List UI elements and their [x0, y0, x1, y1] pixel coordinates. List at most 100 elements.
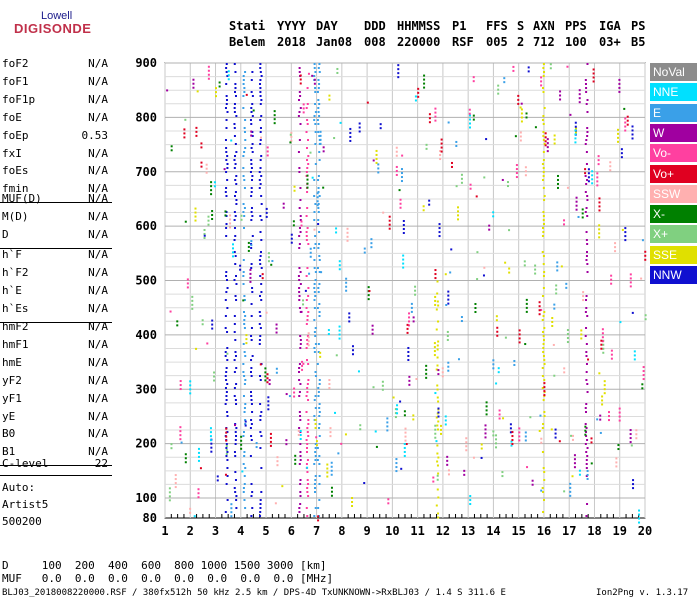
trace-dot — [225, 63, 228, 65]
noise-dot — [293, 391, 296, 394]
trace-dot — [542, 491, 545, 493]
param-label: foEs — [2, 164, 29, 178]
y-tick-label: 600 — [135, 219, 157, 233]
noise-dot — [591, 178, 594, 181]
noise-dot — [474, 303, 477, 306]
trace-dot — [233, 63, 236, 65]
trace-dot — [299, 283, 302, 285]
noise-dot — [641, 239, 644, 242]
noise-dot — [496, 326, 499, 329]
trace-dot — [243, 91, 246, 93]
trace-dot — [258, 375, 261, 377]
trace-dot — [585, 427, 588, 429]
noise-dot — [240, 443, 243, 446]
noise-dot — [584, 425, 587, 428]
trace-dot — [225, 447, 228, 449]
trace-dot — [298, 139, 301, 141]
noise-dot — [497, 371, 500, 374]
trace-dot — [225, 95, 228, 97]
trace-dot — [233, 251, 236, 253]
noise-dot — [300, 224, 303, 227]
trace-dot — [233, 387, 236, 389]
noise-dot — [556, 265, 559, 268]
noise-dot — [340, 442, 343, 445]
param-row-fof1p: foF1p N/A — [0, 93, 112, 109]
trace-dot — [313, 331, 316, 333]
noise-dot — [223, 168, 226, 171]
trace-dot — [259, 503, 262, 505]
noise-dot — [571, 434, 574, 437]
noise-dot — [274, 502, 277, 505]
trace-dot — [224, 375, 227, 377]
noise-dot — [511, 443, 514, 446]
noise-dot — [590, 462, 593, 465]
trace-dot — [541, 375, 544, 377]
trace-dot — [317, 291, 320, 293]
trace-dot — [250, 399, 253, 401]
noise-dot — [538, 429, 541, 432]
noise-dot — [307, 344, 310, 347]
noise-dot — [264, 367, 267, 370]
param-label: hmE — [2, 355, 22, 369]
trace-dot — [226, 475, 229, 477]
noise-dot — [276, 460, 279, 463]
trace-dot — [307, 419, 310, 421]
noise-dot — [512, 69, 515, 72]
trace-dot — [316, 267, 319, 269]
trace-dot — [299, 335, 302, 337]
noise-dot — [540, 489, 543, 492]
trace-dot — [307, 163, 310, 165]
noise-dot — [492, 211, 495, 214]
noise-dot — [558, 440, 561, 443]
trace-dot — [541, 163, 544, 165]
trace-dot — [224, 511, 227, 513]
noise-dot — [601, 399, 604, 402]
noise-dot — [197, 496, 200, 499]
trace-dot — [224, 191, 227, 193]
trace-dot — [251, 115, 254, 117]
noise-dot — [213, 181, 216, 184]
noise-dot — [422, 205, 425, 208]
trace-dot — [306, 479, 309, 481]
noise-dot — [520, 112, 523, 115]
noise-dot — [179, 380, 182, 383]
noise-dot — [184, 453, 187, 456]
trace-dot — [586, 199, 589, 201]
noise-dot — [326, 475, 329, 478]
header-value-0: Belem — [229, 35, 266, 49]
trace-dot — [305, 275, 308, 277]
noise-dot — [319, 351, 322, 354]
noise-dot — [282, 206, 285, 209]
trace-dot — [317, 507, 320, 509]
noise-dot — [511, 439, 514, 442]
trace-dot — [244, 423, 247, 425]
trace-dot — [234, 195, 237, 197]
noise-dot — [607, 419, 610, 422]
trace-dot — [298, 91, 301, 93]
noise-dot — [239, 268, 242, 271]
trace-dot — [435, 308, 438, 311]
noise-dot — [465, 449, 468, 452]
noise-dot — [319, 134, 322, 137]
trace-dot — [542, 175, 545, 177]
noise-dot — [581, 216, 584, 219]
trace-dot — [318, 283, 321, 285]
noise-dot — [386, 417, 389, 420]
trace-dot — [249, 119, 252, 121]
noise-dot — [554, 436, 557, 439]
noise-dot — [440, 424, 443, 427]
trace-dot — [225, 275, 228, 277]
trace-dot — [542, 227, 545, 229]
x-tick-label: 1 — [161, 524, 168, 538]
noise-dot — [194, 219, 197, 222]
trace-dot — [313, 515, 316, 517]
trace-dot — [306, 159, 309, 161]
trace-dot — [313, 63, 316, 65]
noise-dot — [483, 266, 486, 269]
noise-dot — [174, 486, 177, 489]
trace-dot — [585, 355, 588, 357]
noise-dot — [276, 464, 279, 467]
trace-dot — [298, 363, 301, 365]
noise-dot — [540, 308, 543, 311]
noise-dot — [255, 442, 258, 445]
